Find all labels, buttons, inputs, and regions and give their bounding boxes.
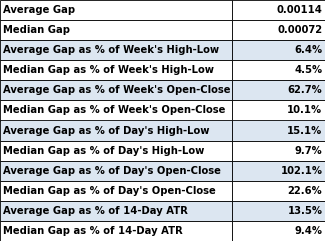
- Bar: [232, 0, 325, 20]
- Text: Average Gap as % of 14-Day ATR: Average Gap as % of 14-Day ATR: [3, 206, 188, 216]
- Text: 15.1%: 15.1%: [287, 126, 322, 135]
- Text: Average Gap as % of Week's High-Low: Average Gap as % of Week's High-Low: [3, 45, 219, 55]
- Bar: [232, 161, 325, 181]
- Bar: [0, 201, 232, 221]
- Bar: [232, 221, 325, 241]
- Text: Median Gap as % of 14-Day ATR: Median Gap as % of 14-Day ATR: [3, 226, 182, 236]
- Text: 22.6%: 22.6%: [288, 186, 322, 196]
- Bar: [232, 201, 325, 221]
- Bar: [0, 80, 232, 100]
- Text: Median Gap: Median Gap: [3, 25, 70, 35]
- Bar: [232, 60, 325, 80]
- Bar: [0, 120, 232, 141]
- Text: Average Gap as % of Day's Open-Close: Average Gap as % of Day's Open-Close: [3, 166, 220, 176]
- Bar: [232, 20, 325, 40]
- Text: Median Gap as % of Week's High-Low: Median Gap as % of Week's High-Low: [3, 65, 214, 75]
- Text: Average Gap as % of Week's Open-Close: Average Gap as % of Week's Open-Close: [3, 85, 230, 95]
- Bar: [232, 100, 325, 120]
- Text: Median Gap as % of Week's Open-Close: Median Gap as % of Week's Open-Close: [3, 106, 225, 115]
- Text: 9.7%: 9.7%: [295, 146, 322, 156]
- Text: 6.4%: 6.4%: [294, 45, 322, 55]
- Text: 0.00114: 0.00114: [277, 5, 322, 15]
- Bar: [232, 80, 325, 100]
- Text: 4.5%: 4.5%: [294, 65, 322, 75]
- Bar: [0, 40, 232, 60]
- Text: Average Gap as % of Day's High-Low: Average Gap as % of Day's High-Low: [3, 126, 209, 135]
- Bar: [0, 181, 232, 201]
- Bar: [0, 0, 232, 20]
- Bar: [0, 141, 232, 161]
- Text: Median Gap as % of Day's High-Low: Median Gap as % of Day's High-Low: [3, 146, 204, 156]
- Text: 10.1%: 10.1%: [287, 106, 322, 115]
- Text: 13.5%: 13.5%: [287, 206, 322, 216]
- Bar: [0, 221, 232, 241]
- Bar: [0, 161, 232, 181]
- Text: 0.00072: 0.00072: [277, 25, 322, 35]
- Bar: [232, 181, 325, 201]
- Text: 62.7%: 62.7%: [288, 85, 322, 95]
- Text: Median Gap as % of Day's Open-Close: Median Gap as % of Day's Open-Close: [3, 186, 215, 196]
- Bar: [232, 141, 325, 161]
- Bar: [0, 20, 232, 40]
- Text: 102.1%: 102.1%: [280, 166, 322, 176]
- Bar: [0, 60, 232, 80]
- Bar: [0, 100, 232, 120]
- Bar: [232, 40, 325, 60]
- Bar: [232, 120, 325, 141]
- Text: Average Gap: Average Gap: [3, 5, 75, 15]
- Text: 9.4%: 9.4%: [294, 226, 322, 236]
